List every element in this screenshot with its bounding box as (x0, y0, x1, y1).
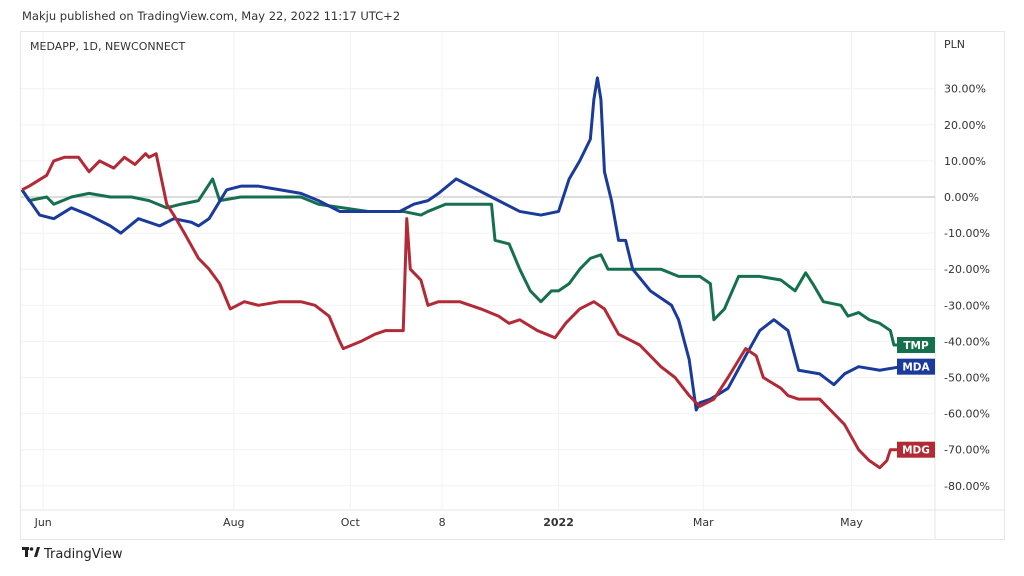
x-tick-label: Mar (693, 516, 714, 529)
y-tick-label: 0.00% (944, 191, 979, 204)
y-tick-label: -70.00% (944, 444, 990, 457)
series-tag-label: MDA (902, 362, 930, 374)
x-tick-label: May (840, 516, 863, 529)
x-tick-label: Oct (341, 516, 361, 529)
series-tag-mdg: MDG (897, 441, 935, 458)
series-tag-mda: MDA (897, 358, 935, 375)
series-tag-tmp: TMP (897, 337, 935, 354)
y-tick-label: 30.00% (944, 83, 986, 96)
y-tick-label: 10.00% (944, 155, 986, 168)
x-tick-label: 8 (439, 516, 446, 529)
series-tag-bg (897, 441, 935, 458)
tradingview-logo-icon[interactable] (22, 547, 40, 562)
series-line-mda (20, 76, 902, 412)
x-tick-label: 2022 (543, 516, 574, 529)
series-tag-label: MDG (902, 445, 930, 457)
brand-name[interactable]: TradingView (44, 547, 123, 562)
footer: TradingView (22, 547, 123, 562)
x-tick-label: Jun (34, 516, 52, 529)
currency-label: PLN (944, 38, 965, 51)
y-tick-label: -40.00% (944, 335, 990, 348)
y-tick-label: -80.00% (944, 480, 990, 493)
symbol-info: MEDAPP, 1D, NEWCONNECT (30, 40, 186, 53)
y-tick-label: -10.00% (944, 227, 990, 240)
series-tag-bg (897, 358, 935, 375)
y-tick-label: -30.00% (944, 299, 990, 312)
series-line-tmp (20, 177, 901, 347)
y-tick-label: 20.00% (944, 119, 986, 132)
series-line-mdg (21, 152, 901, 470)
y-tick-label: -20.00% (944, 263, 990, 276)
x-tick-label: Aug (223, 516, 244, 529)
y-tick-label: -60.00% (944, 408, 990, 421)
series-tag-bg (897, 337, 935, 354)
chart-frame (20, 31, 1005, 540)
published-note: Makju published on TradingView.com, May … (22, 9, 401, 23)
series-tag-label: TMP (903, 340, 929, 352)
y-tick-label: -50.00% (944, 372, 990, 385)
